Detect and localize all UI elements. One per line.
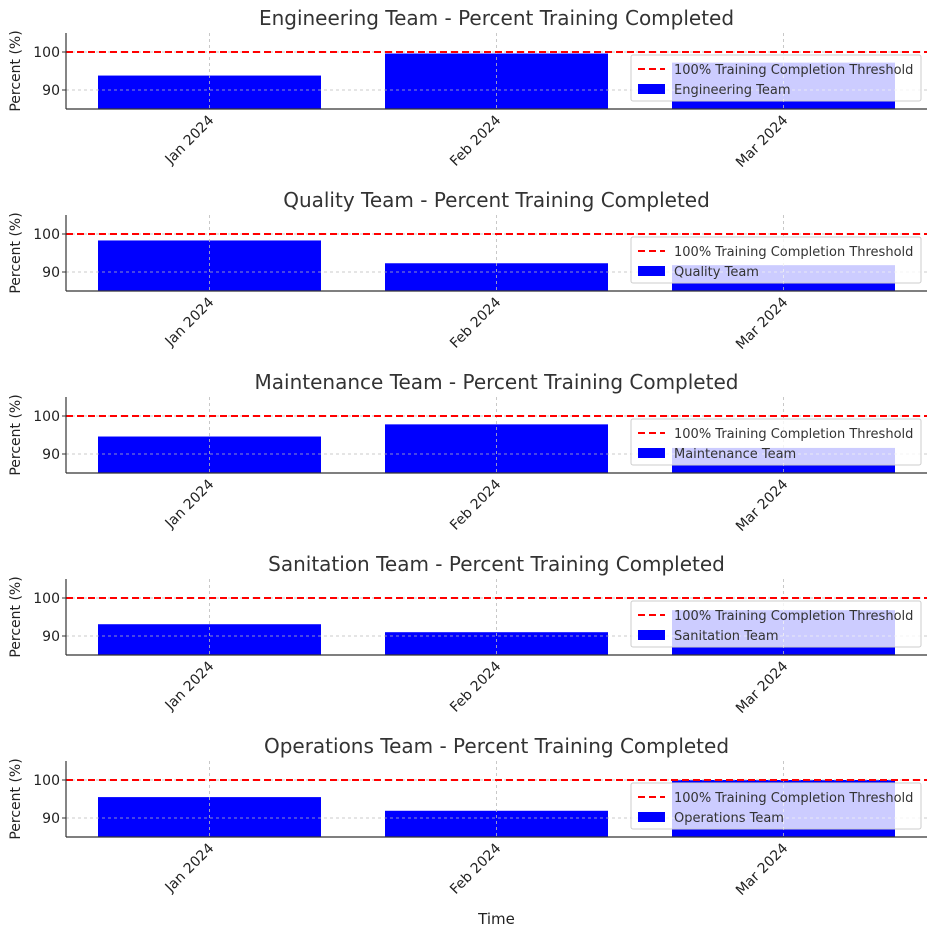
y-axis-label: Percent (%) — [8, 212, 24, 293]
x-tick-label: Mar 2024 — [733, 840, 791, 898]
x-tick-label: Jan 2024 — [162, 840, 218, 896]
legend-bar-swatch — [638, 630, 665, 640]
x-tick-label: Feb 2024 — [447, 476, 504, 533]
legend-box — [630, 54, 922, 102]
legend-threshold-label: 100% Training Completion Threshold — [674, 427, 913, 442]
x-tick-label: Jan 2024 — [162, 476, 218, 532]
bar-jan-2024 — [98, 436, 321, 473]
x-tick-label: Feb 2024 — [447, 112, 504, 169]
chart-title: Engineering Team - Percent Training Comp… — [259, 6, 734, 30]
legend-series-label: Operations Team — [674, 811, 784, 826]
x-tick-label: Feb 2024 — [447, 840, 504, 897]
legend-threshold-label: 100% Training Completion Threshold — [674, 245, 913, 260]
legend-box — [630, 600, 922, 648]
chart-title: Quality Team - Percent Training Complete… — [283, 188, 710, 212]
legend-series-label: Maintenance Team — [674, 447, 796, 462]
bar-feb-2024 — [385, 632, 608, 655]
y-axis-label: Percent (%) — [8, 576, 24, 657]
y-tick-label: 90 — [42, 811, 60, 827]
chart-title: Sanitation Team - Percent Training Compl… — [268, 552, 725, 576]
y-tick-label: 100 — [33, 773, 60, 789]
legend-series-label: Sanitation Team — [674, 629, 779, 644]
legend-bar-swatch — [638, 812, 665, 822]
legend-series-label: Quality Team — [674, 265, 759, 280]
x-tick-label: Mar 2024 — [733, 112, 791, 170]
x-tick-label: Jan 2024 — [162, 112, 218, 168]
x-axis-label: Time — [477, 910, 515, 928]
bar-jan-2024 — [98, 75, 321, 109]
y-tick-label: 100 — [33, 591, 60, 607]
x-tick-label: Feb 2024 — [447, 294, 504, 351]
x-tick-label: Feb 2024 — [447, 658, 504, 715]
y-tick-label: 100 — [33, 45, 60, 61]
chart-title: Operations Team - Percent Training Compl… — [264, 734, 729, 758]
legend-bar-swatch — [638, 448, 665, 458]
legend-series-label: Engineering Team — [674, 83, 791, 98]
legend-threshold-label: 100% Training Completion Threshold — [674, 63, 913, 78]
y-axis-label: Percent (%) — [8, 30, 24, 111]
x-tick-label: Mar 2024 — [733, 294, 791, 352]
legend-box — [630, 236, 922, 284]
legend-box — [630, 782, 922, 830]
legend-bar-swatch — [638, 84, 665, 94]
y-tick-label: 100 — [33, 409, 60, 425]
y-tick-label: 90 — [42, 265, 60, 281]
legend-threshold-label: 100% Training Completion Threshold — [674, 609, 913, 624]
y-axis-label: Percent (%) — [8, 758, 24, 839]
legend-box — [630, 418, 922, 466]
x-tick-label: Mar 2024 — [733, 476, 791, 534]
x-tick-label: Jan 2024 — [162, 658, 218, 714]
y-tick-label: 90 — [42, 629, 60, 645]
legend-bar-swatch — [638, 266, 665, 276]
y-tick-label: 90 — [42, 447, 60, 463]
legend-threshold-label: 100% Training Completion Threshold — [674, 791, 913, 806]
x-tick-label: Jan 2024 — [162, 294, 218, 350]
chart-title: Maintenance Team - Percent Training Comp… — [255, 370, 739, 394]
y-tick-label: 90 — [42, 83, 60, 99]
x-tick-label: Mar 2024 — [733, 658, 791, 716]
y-tick-label: 100 — [33, 227, 60, 243]
y-axis-label: Percent (%) — [8, 394, 24, 475]
